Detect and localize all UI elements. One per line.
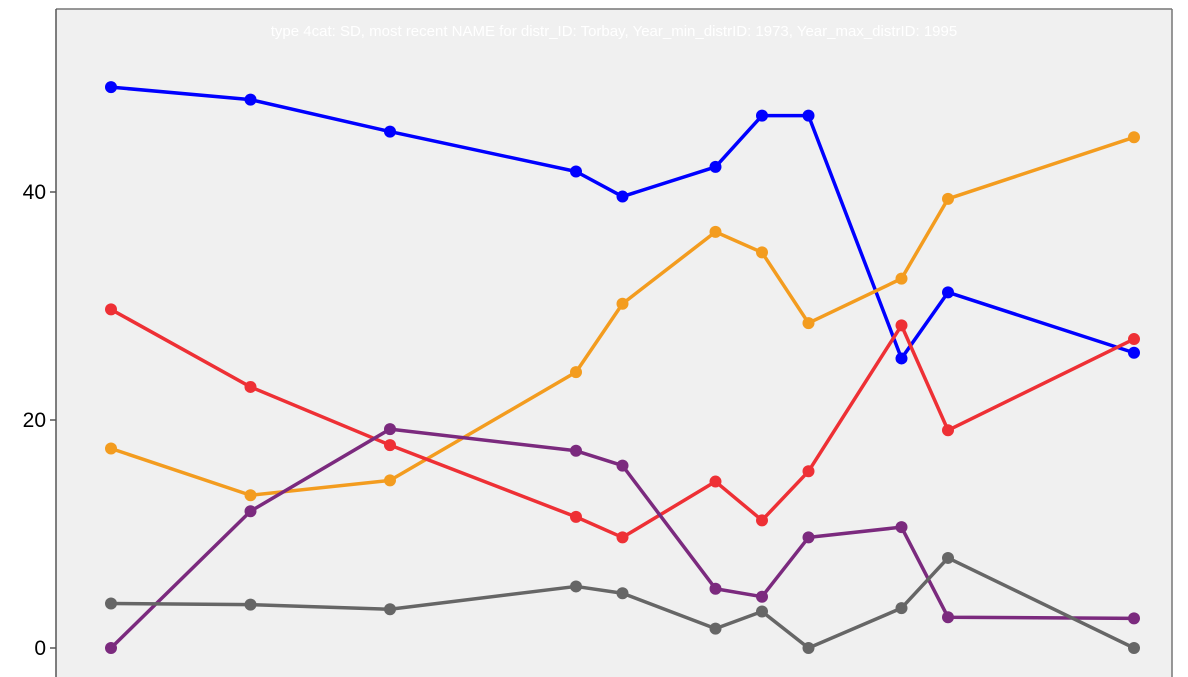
data-point	[942, 192, 954, 205]
series-2	[105, 131, 1140, 502]
data-point	[802, 531, 815, 544]
y-tick-label: 20	[23, 409, 46, 432]
data-point	[942, 424, 954, 437]
series-group	[105, 81, 1140, 654]
data-point	[756, 590, 768, 603]
data-point	[616, 190, 629, 203]
data-point	[802, 317, 815, 330]
data-point	[709, 160, 722, 173]
data-point	[570, 366, 582, 379]
data-point	[105, 642, 117, 654]
data-point	[942, 551, 954, 564]
data-point	[244, 598, 257, 611]
y-tick-label: 0	[34, 637, 46, 660]
data-point	[709, 475, 722, 488]
data-point	[244, 380, 257, 393]
data-point	[1128, 333, 1140, 346]
data-point	[616, 459, 629, 472]
plot-background	[56, 9, 1172, 677]
data-point	[942, 286, 954, 299]
data-point	[384, 423, 396, 436]
chart-title: type 4cat: SD, most recent NAME for dist…	[271, 23, 957, 40]
data-point	[244, 93, 257, 106]
data-point	[895, 352, 908, 365]
data-point	[895, 602, 908, 615]
data-point	[709, 622, 722, 635]
data-point	[105, 597, 117, 610]
series-3	[105, 303, 1140, 544]
data-point	[384, 603, 396, 616]
data-point	[570, 444, 582, 457]
data-point	[756, 109, 768, 122]
data-point	[616, 587, 629, 600]
data-point	[942, 611, 954, 624]
data-point	[384, 474, 396, 487]
y-tick-label: 40	[23, 181, 46, 204]
data-point	[802, 465, 815, 478]
data-point	[756, 605, 768, 618]
data-point	[570, 580, 582, 593]
data-point	[756, 514, 768, 527]
data-point	[384, 439, 396, 452]
data-point	[895, 521, 908, 534]
data-point	[105, 442, 117, 455]
data-point	[1128, 346, 1140, 359]
axes: 0 20 40	[23, 8, 1173, 677]
data-point	[895, 272, 908, 285]
series-1	[105, 81, 1140, 365]
series-4	[105, 423, 1140, 654]
data-point	[616, 297, 629, 310]
data-point	[895, 319, 908, 332]
data-point	[802, 642, 815, 654]
data-point	[244, 489, 257, 502]
data-point	[756, 246, 768, 259]
data-point	[709, 582, 722, 595]
data-point	[1128, 642, 1140, 654]
data-point	[802, 109, 815, 122]
data-point	[1128, 131, 1140, 144]
series-5	[105, 551, 1140, 654]
data-point	[570, 165, 582, 178]
data-point	[244, 505, 257, 518]
data-point	[105, 303, 117, 316]
data-point	[384, 125, 396, 138]
data-point	[1128, 612, 1140, 625]
data-point	[616, 531, 629, 544]
data-point	[105, 81, 117, 94]
data-point	[709, 225, 722, 238]
data-point	[570, 510, 582, 523]
